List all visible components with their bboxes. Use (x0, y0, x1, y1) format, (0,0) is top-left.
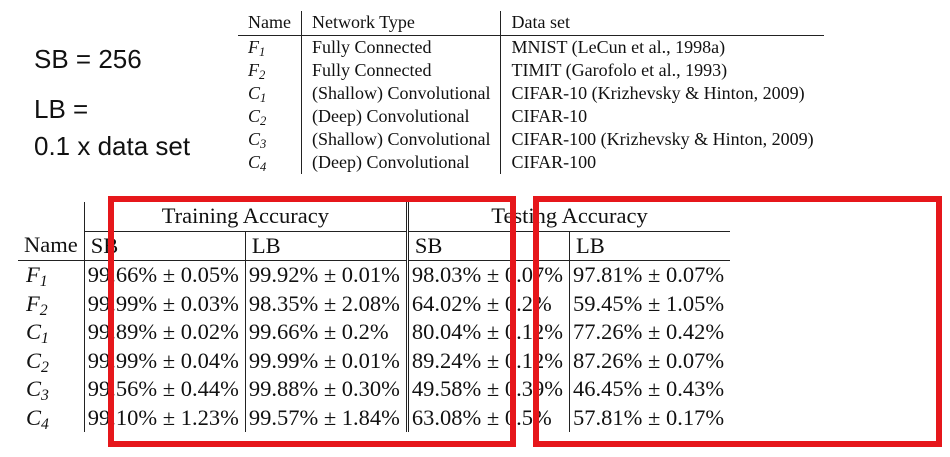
network-row: F1 Fully Connected MNIST (LeCun et al., 19… (238, 35, 824, 59)
train-lb-cell: 99.57% ± 1.84% (244, 403, 408, 432)
testing-accuracy-highlight (533, 196, 942, 447)
col-header-train-lb: LB (244, 231, 408, 261)
train-lb-cell: 99.66% ± 0.2% (244, 318, 408, 347)
empty-corner (18, 202, 84, 231)
network-row: F2 Fully Connected TIMIT (Garofolo et al.,… (238, 59, 824, 82)
network-row: C4 (Deep) Convolutional CIFAR-100 (238, 151, 824, 174)
network-name: C4 (238, 151, 302, 174)
test-lb-cell: 77.26% ± 0.42% (569, 318, 731, 347)
network-name: C3 (238, 128, 302, 151)
training-accuracy-header: Training Accuracy (83, 202, 408, 232)
col-header-name: Name (18, 231, 85, 261)
test-lb-cell: 87.26% ± 0.07% (569, 346, 731, 375)
accuracy-group-header: Training Accuracy Testing Accuracy (18, 202, 731, 232)
train-lb-cell: 99.92% ± 0.01% (244, 260, 408, 290)
network-table: Name Network Type Data set F1 Fully Conne… (238, 11, 824, 174)
network-dataset: CIFAR-10 (511, 106, 588, 126)
network-type: (Shallow) Convolutional (301, 128, 502, 151)
network-type: (Deep) Convolutional (301, 151, 502, 174)
col-header-name: Name (238, 11, 302, 36)
network-dataset: CIFAR-100 (Krizhevsky & Hinton, 2009) (511, 129, 814, 149)
network-row: C2 (Deep) Convolutional CIFAR-10 (238, 105, 824, 128)
network-dataset: MNIST (LeCun et al., 1998a) (511, 37, 726, 57)
network-row: C1 (Shallow) Convolutional CIFAR-10 (Krizh… (238, 82, 824, 105)
accuracy-row-name: F1 (26, 262, 48, 290)
col-header-network-type: Network Type (301, 11, 502, 36)
accuracy-subheader: Name SB LB SB LB (18, 231, 731, 261)
large-batch-note-line1: LB = (34, 94, 89, 124)
small-batch-note: SB = 256 (34, 44, 142, 74)
network-table-header: Name Network Type Data set (238, 11, 824, 36)
network-type: (Shallow) Convolutional (301, 82, 502, 105)
accuracy-row-name: C2 (26, 347, 49, 376)
col-header-test-sb: SB (405, 231, 570, 261)
large-batch-note-line2: 0.1 x data set (34, 131, 191, 161)
train-lb-cell: 99.88% ± 0.30% (244, 375, 408, 404)
train-lb-cell: 99.99% ± 0.01% (244, 346, 408, 375)
train-lb-cell: 98.35% ± 2.08% (244, 289, 408, 318)
accuracy-row: C1 99.89% ± 0.02% 99.66% ± 0.2% 80.04% ± 0.… (18, 318, 731, 347)
accuracy-row-name: C3 (26, 376, 49, 404)
network-type: Fully Connected (301, 35, 502, 59)
test-lb-cell: 97.81% ± 0.07% (569, 260, 731, 290)
network-type: Fully Connected (301, 59, 502, 82)
testing-accuracy-header: Testing Accuracy (405, 202, 731, 232)
network-dataset: CIFAR-10 (Krizhevsky & Hinton, 2009) (511, 83, 805, 103)
network-name: F1 (238, 35, 302, 59)
network-name: C1 (238, 82, 302, 105)
test-lb-cell: 59.45% ± 1.05% (569, 289, 731, 318)
test-sb-cell: 63.08% ± 0.5% (405, 403, 570, 432)
col-header-test-lb: LB (569, 231, 731, 261)
test-lb-cell: 46.45% ± 0.43% (569, 375, 731, 404)
network-row: C3 (Shallow) Convolutional CIFAR-100 (Kriz… (238, 128, 824, 151)
network-dataset: TIMIT (Garofolo et al., 1993) (511, 60, 728, 80)
accuracy-row-name: C4 (26, 404, 49, 433)
test-lb-cell: 57.81% ± 0.17% (569, 403, 731, 432)
accuracy-row-name: C1 (26, 319, 49, 347)
network-dataset: CIFAR-100 (511, 152, 597, 172)
network-name: F2 (238, 59, 302, 82)
network-name: C2 (238, 105, 302, 128)
col-header-dataset: Data set (500, 11, 824, 36)
training-accuracy-highlight (108, 196, 516, 447)
network-type: (Deep) Convolutional (301, 105, 502, 128)
test-sb-cell: 64.02% ± 0.2% (405, 289, 570, 318)
accuracy-row-name: F2 (26, 290, 48, 319)
